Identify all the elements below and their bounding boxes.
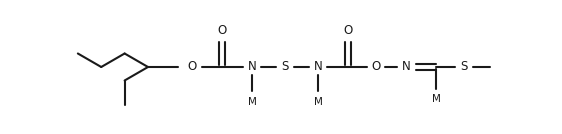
Text: N: N (402, 60, 410, 74)
Text: O: O (187, 60, 197, 74)
Text: N: N (248, 60, 256, 74)
Text: O: O (343, 23, 352, 36)
Text: S: S (282, 60, 289, 74)
Text: M: M (248, 97, 256, 107)
Text: M: M (432, 94, 441, 104)
Text: N: N (314, 60, 323, 74)
Text: S: S (460, 60, 468, 74)
Text: O: O (217, 23, 226, 36)
Text: O: O (371, 60, 380, 74)
Text: M: M (314, 97, 323, 107)
